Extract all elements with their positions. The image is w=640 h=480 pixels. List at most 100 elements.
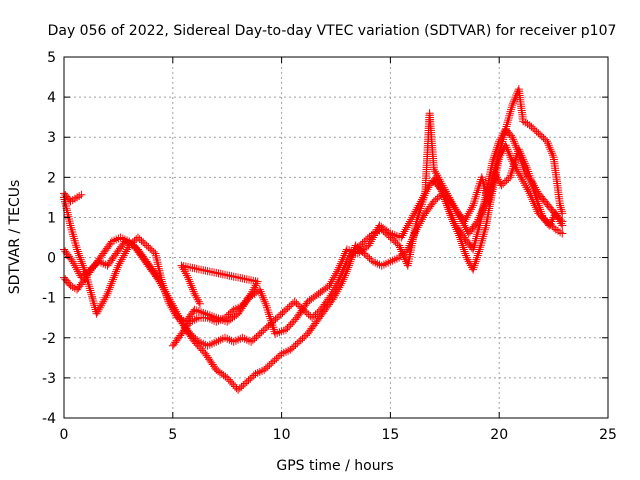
data-point	[379, 260, 388, 269]
data-point	[358, 239, 367, 248]
data-point	[237, 382, 246, 391]
data-point	[471, 257, 480, 266]
data-point	[446, 211, 455, 220]
data-point	[172, 307, 181, 316]
data-point	[492, 161, 500, 169]
data-point	[433, 194, 442, 203]
data-point	[263, 306, 272, 314]
data-point	[505, 151, 514, 160]
grid-lines	[64, 57, 608, 418]
data-point	[389, 236, 398, 245]
data-point	[555, 215, 563, 224]
data-point	[525, 121, 534, 130]
data-point	[187, 331, 196, 340]
data-point	[189, 333, 198, 341]
data-point	[530, 189, 539, 198]
data-point	[70, 236, 79, 245]
data-point	[476, 209, 485, 218]
data-point	[506, 153, 515, 162]
data-point	[263, 362, 272, 371]
data-point	[226, 308, 235, 317]
data-point	[282, 347, 290, 356]
data-point	[278, 308, 287, 317]
data-point	[507, 103, 516, 112]
data-point	[338, 267, 347, 276]
data-point	[125, 237, 134, 246]
data-point	[545, 143, 554, 152]
data-point	[507, 169, 516, 177]
data-point	[479, 230, 488, 239]
y-tick-label: 2	[47, 170, 56, 186]
data-point	[259, 293, 268, 302]
data-point	[196, 299, 204, 308]
data-point	[289, 342, 298, 351]
data-point	[190, 305, 199, 314]
x-tick-label: 5	[168, 427, 177, 443]
data-point	[382, 230, 391, 239]
data-point	[333, 279, 342, 288]
data-point	[459, 243, 468, 252]
data-point	[477, 207, 486, 216]
data-point	[208, 339, 216, 348]
data-point	[107, 237, 116, 246]
data-point	[262, 301, 271, 310]
data-point	[536, 207, 545, 216]
data-point	[77, 190, 86, 199]
data-point	[527, 178, 536, 187]
data-point	[325, 293, 334, 302]
data-point	[538, 211, 547, 220]
data-point	[77, 257, 86, 266]
data-point	[154, 275, 163, 284]
data-point	[474, 215, 483, 224]
data-point	[73, 245, 82, 254]
plot-frame	[63, 56, 609, 419]
data-point	[188, 283, 197, 292]
x-axis: 0 5 10 15 20 25	[60, 57, 617, 443]
data-point	[276, 310, 285, 319]
data-point	[221, 313, 229, 322]
data-point	[397, 247, 406, 256]
data-point	[326, 291, 335, 300]
data-point	[255, 329, 264, 338]
data-point	[112, 235, 121, 244]
data-point	[71, 239, 80, 247]
data-point	[511, 141, 520, 150]
data-point	[536, 205, 545, 214]
data-point	[353, 243, 362, 252]
data-point	[526, 174, 535, 182]
data-point	[291, 341, 300, 349]
data-point	[377, 225, 386, 234]
data-point	[87, 290, 96, 299]
data-point	[471, 259, 479, 268]
data-point	[258, 291, 267, 300]
data-point	[337, 269, 346, 278]
data-point	[78, 259, 87, 268]
data-point	[130, 242, 139, 251]
data-point	[479, 203, 488, 212]
data-point	[161, 287, 170, 296]
data-point	[199, 339, 208, 348]
data-point	[300, 333, 309, 341]
data-point	[267, 359, 276, 368]
data-point	[341, 261, 350, 270]
data-point	[70, 234, 79, 243]
data-point	[184, 273, 192, 282]
data-point	[529, 124, 538, 133]
data-point	[472, 219, 481, 228]
data-point	[144, 243, 153, 252]
data-point	[246, 374, 255, 383]
data-point	[449, 219, 458, 228]
data-point	[287, 300, 296, 309]
data-point	[304, 310, 313, 319]
data-point	[297, 304, 306, 313]
data-point	[501, 141, 510, 150]
data-point	[299, 305, 308, 314]
data-point	[363, 234, 372, 243]
data-point	[395, 241, 404, 250]
data-point	[282, 305, 290, 314]
data-point	[216, 335, 225, 344]
data-point	[497, 181, 506, 190]
data-point	[245, 336, 253, 345]
data-point	[532, 127, 541, 136]
data-point	[546, 145, 555, 154]
